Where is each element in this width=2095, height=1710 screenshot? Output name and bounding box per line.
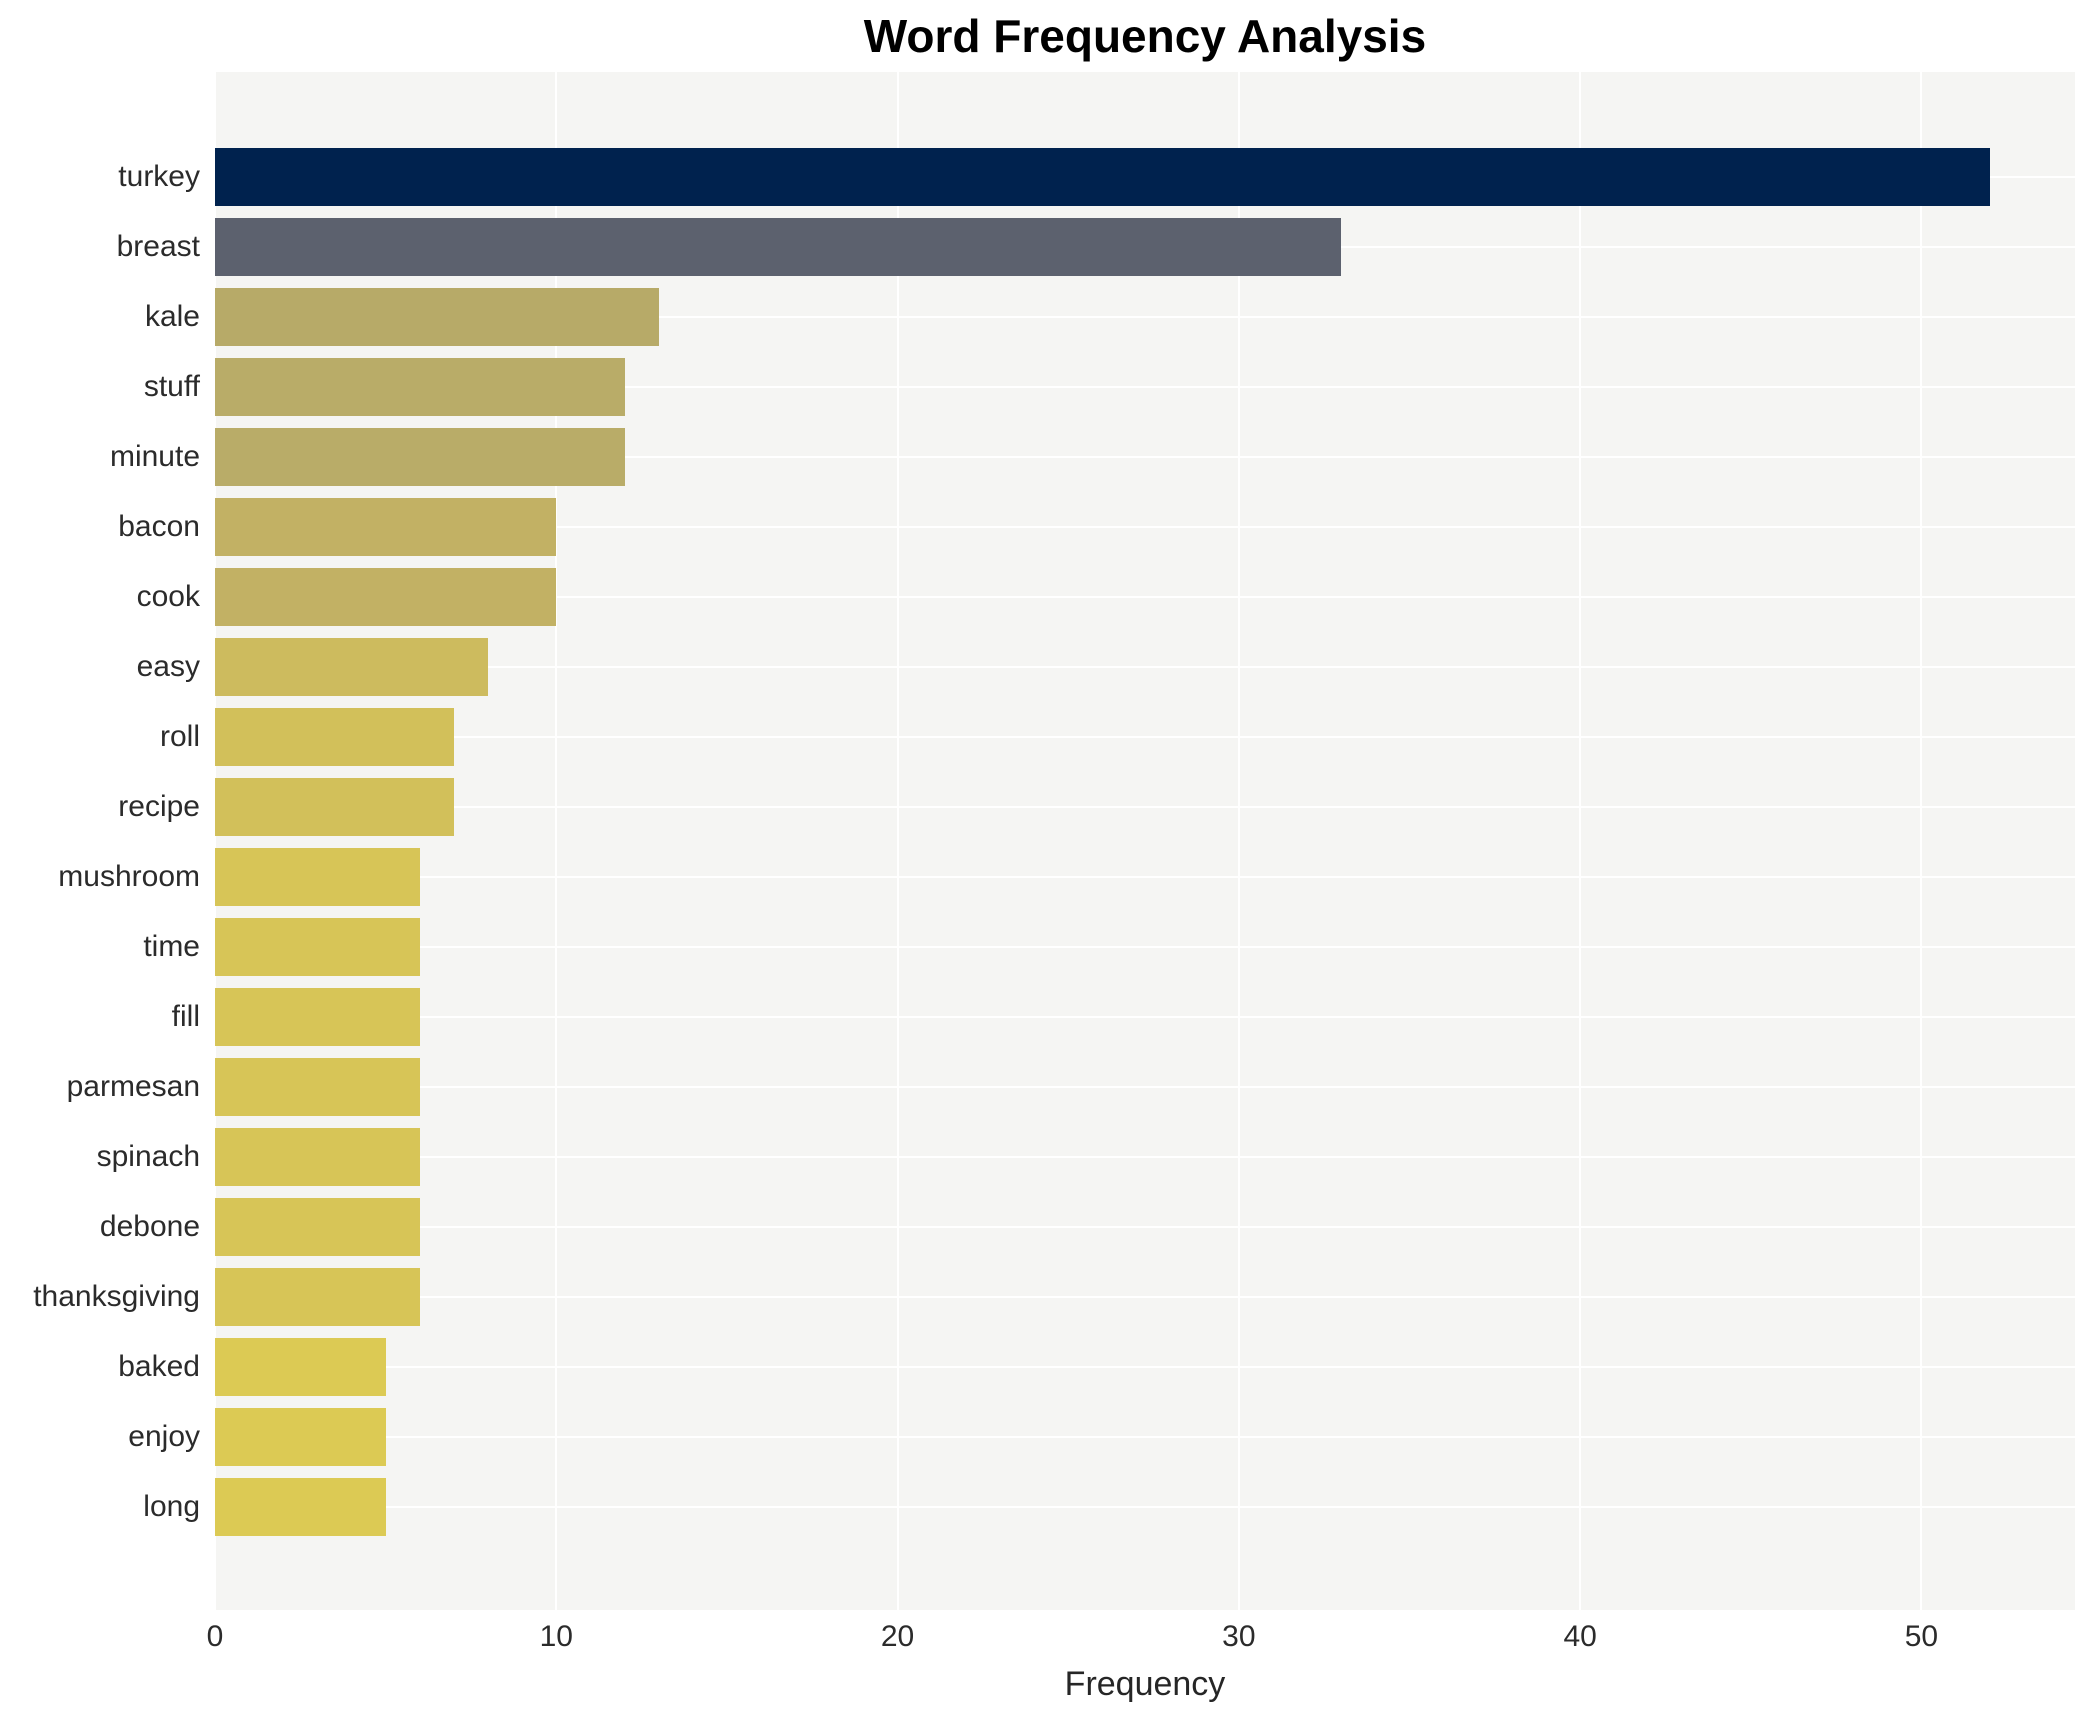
bar-spinach	[215, 1128, 420, 1186]
bar-rows	[215, 142, 2075, 1542]
x-tick-label: 10	[539, 1620, 573, 1653]
y-tick-label: stuff	[143, 370, 200, 403]
bar-turkey	[215, 148, 1990, 206]
x-tick-label: 50	[1904, 1620, 1939, 1653]
category-row	[215, 142, 2075, 212]
y-gridline	[215, 666, 2075, 668]
y-tick-label: cook	[136, 580, 200, 613]
bar-enjoy	[215, 1408, 386, 1466]
category-row	[215, 422, 2075, 492]
y-tick-label: easy	[136, 650, 200, 683]
category-row	[215, 1472, 2075, 1542]
x-gridline	[214, 72, 216, 1610]
bar-stuff	[215, 358, 625, 416]
bar-parmesan	[215, 1058, 420, 1116]
category-row	[215, 352, 2075, 422]
bar-bacon	[215, 498, 557, 556]
category-row	[215, 1192, 2075, 1262]
y-gridline	[215, 806, 2075, 808]
y-gridline	[215, 736, 2075, 738]
category-row	[215, 702, 2075, 772]
y-tick-label: breast	[116, 230, 200, 263]
y-gridline	[215, 1366, 2075, 1368]
y-tick-label: baked	[118, 1350, 200, 1383]
chart-title: Word Frequency Analysis	[863, 10, 1427, 62]
bar-cook	[215, 568, 557, 626]
bar-roll	[215, 708, 454, 766]
y-tick-label: mushroom	[58, 860, 200, 893]
y-gridline	[215, 1436, 2075, 1438]
x-gridline	[896, 72, 899, 1610]
bar-minute	[215, 428, 625, 486]
plot-area	[214, 72, 2075, 1610]
category-row	[215, 1262, 2075, 1332]
y-tick-label: long	[143, 1490, 200, 1523]
y-tick-label: enjoy	[128, 1420, 200, 1453]
bar-easy	[215, 638, 489, 696]
y-gridline	[215, 1156, 2075, 1158]
y-gridline	[215, 456, 2075, 458]
category-row	[215, 492, 2075, 562]
bar-fill	[215, 988, 420, 1046]
x-gridline	[1579, 72, 1582, 1610]
y-tick-label: minute	[109, 440, 200, 473]
category-row	[215, 282, 2075, 352]
x-tick-label: 0	[206, 1620, 224, 1653]
y-gridline	[215, 876, 2075, 878]
y-gridline	[215, 1226, 2075, 1228]
y-gridline	[215, 526, 2075, 528]
category-row	[215, 982, 2075, 1052]
bar-thanksgiving	[215, 1268, 420, 1326]
y-tick-label: kale	[144, 300, 200, 333]
y-gridline	[215, 386, 2075, 388]
category-row	[215, 1052, 2075, 1122]
bar-mushroom	[215, 848, 420, 906]
x-tick-label: 30	[1222, 1620, 1256, 1653]
category-row	[215, 562, 2075, 632]
y-tick-label: thanksgiving	[33, 1280, 200, 1313]
category-row	[215, 842, 2075, 912]
bar-recipe	[215, 778, 454, 836]
category-row	[215, 212, 2075, 282]
bar-kale	[215, 288, 659, 346]
y-tick-label: roll	[159, 720, 200, 753]
x-tick-label: 20	[880, 1620, 915, 1653]
category-row	[215, 1402, 2075, 1472]
y-gridline	[215, 1296, 2075, 1298]
y-tick-label: parmesan	[66, 1070, 200, 1103]
category-row	[215, 632, 2075, 702]
y-tick-label: turkey	[118, 160, 200, 193]
x-gridline	[555, 72, 558, 1610]
y-gridline	[215, 1506, 2075, 1508]
bar-long	[215, 1478, 386, 1536]
y-tick-label: debone	[99, 1210, 200, 1243]
bar-time	[215, 918, 420, 976]
y-tick-label: fill	[171, 1000, 200, 1033]
category-row	[215, 912, 2075, 982]
x-axis-ticks: 0 10 20 30 40 50	[207, 1620, 2075, 1662]
bar-baked	[215, 1338, 386, 1396]
y-axis-labels: turkey breast kale stuff minute bacon cook easy…	[0, 142, 200, 1542]
y-tick-label: time	[143, 930, 200, 963]
y-gridline	[215, 596, 2075, 598]
y-gridline	[215, 316, 2075, 318]
category-row	[215, 1122, 2075, 1192]
category-row	[215, 1332, 2075, 1402]
bar-breast	[215, 218, 1342, 276]
x-axis-title: Frequency	[1064, 1665, 1226, 1703]
y-tick-label: bacon	[118, 510, 200, 543]
y-gridline	[215, 946, 2075, 948]
x-tick-label: 40	[1563, 1620, 1597, 1653]
y-gridline	[215, 1016, 2075, 1018]
x-gridline	[1920, 72, 1923, 1610]
y-tick-label: recipe	[118, 790, 200, 823]
y-gridline	[215, 1086, 2075, 1088]
bar-debone	[215, 1198, 420, 1256]
x-gridline	[1237, 72, 1240, 1610]
y-tick-label: spinach	[96, 1140, 200, 1173]
category-row	[215, 772, 2075, 842]
